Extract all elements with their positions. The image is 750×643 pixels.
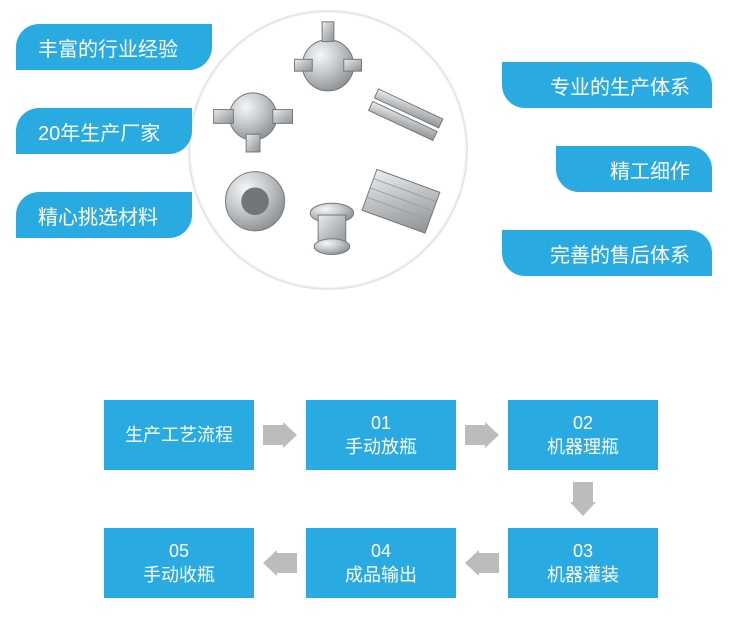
center-product-circle — [188, 10, 468, 290]
arrow-left-icon — [465, 550, 499, 576]
flow-box-02: 02 机器理瓶 — [508, 400, 658, 470]
flow-num: 02 — [573, 411, 593, 435]
flow-box-start: 生产工艺流程 — [104, 400, 254, 470]
flow-label: 生产工艺流程 — [125, 423, 233, 447]
flow-num: 01 — [371, 411, 391, 435]
products-illustration — [190, 12, 466, 288]
feature-pill-right-1: 精工细作 — [556, 146, 712, 192]
feature-label: 丰富的行业经验 — [38, 33, 178, 62]
feature-label: 精工细作 — [610, 155, 690, 184]
flow-num: 05 — [169, 539, 189, 563]
flow-box-04: 04 成品输出 — [306, 528, 456, 598]
feature-pill-left-1: 20年生产厂家 — [16, 108, 192, 154]
feature-pill-left-2: 精心挑选材料 — [16, 192, 192, 238]
feature-label: 20年生产厂家 — [38, 117, 160, 146]
arrow-down-icon — [570, 482, 596, 516]
feature-label: 完善的售后体系 — [550, 239, 690, 268]
feature-pill-right-2: 完善的售后体系 — [502, 230, 712, 276]
flow-box-05: 05 手动收瓶 — [104, 528, 254, 598]
flow-box-03: 03 机器灌装 — [508, 528, 658, 598]
flow-label: 机器理瓶 — [547, 435, 619, 459]
feature-pill-left-0: 丰富的行业经验 — [16, 24, 212, 70]
flow-num: 03 — [573, 539, 593, 563]
feature-pill-right-0: 专业的生产体系 — [502, 62, 712, 108]
flow-label: 手动放瓶 — [345, 435, 417, 459]
arrow-left-icon — [263, 550, 297, 576]
feature-label: 精心挑选材料 — [38, 201, 158, 230]
arrow-right-icon — [263, 422, 297, 448]
arrow-right-icon — [465, 422, 499, 448]
flow-num: 04 — [371, 539, 391, 563]
flow-label: 机器灌装 — [547, 563, 619, 587]
feature-label: 专业的生产体系 — [550, 71, 690, 100]
flow-label: 手动收瓶 — [143, 563, 215, 587]
flow-label: 成品输出 — [345, 563, 417, 587]
flow-box-01: 01 手动放瓶 — [306, 400, 456, 470]
